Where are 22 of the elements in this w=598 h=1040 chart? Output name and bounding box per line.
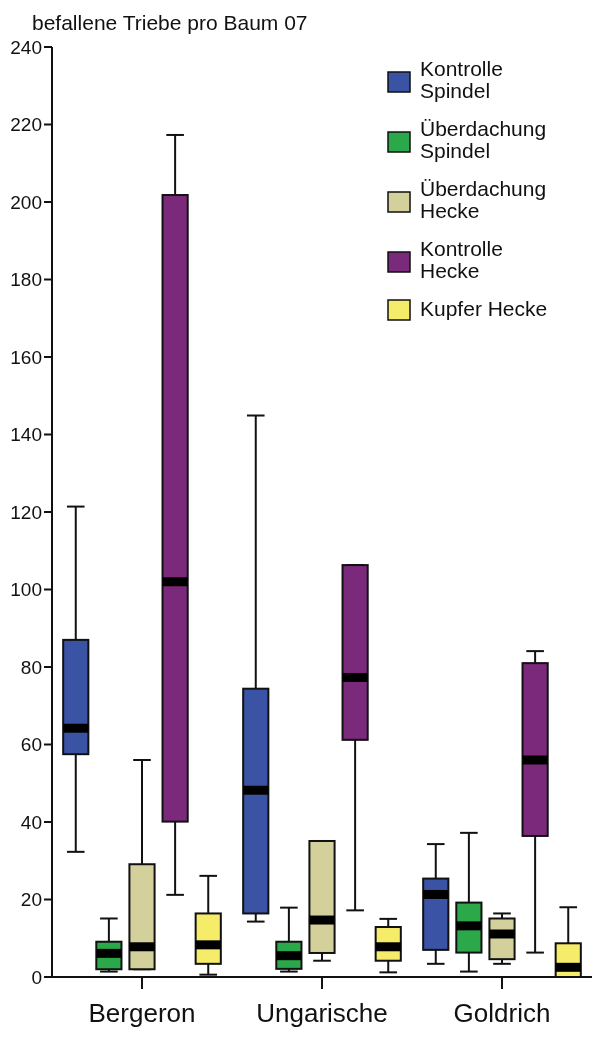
legend-label: Überdachung Spindel	[420, 117, 547, 162]
x-tick-label: Ungarische	[256, 998, 388, 1028]
y-tick-label: 80	[20, 656, 42, 678]
y-tick-label: 160	[10, 346, 42, 368]
y-tick-label: 60	[20, 734, 42, 756]
legend-label: Kupfer Hecke	[420, 297, 548, 320]
x-tick-label: Goldrich	[453, 998, 551, 1028]
y-tick-label: 140	[10, 424, 42, 446]
y-tick-label: 240	[10, 36, 42, 58]
y-tick-label: 180	[10, 269, 42, 291]
legend-label: Kontrolle Spindel	[420, 57, 503, 102]
legend-label: Kontrolle Hecke	[420, 237, 503, 282]
chart-title: befallene Triebe pro Baum 07	[32, 11, 308, 34]
y-tick-label: 200	[10, 191, 42, 213]
y-tick-label: 0	[31, 966, 42, 988]
y-tick-label: 220	[10, 114, 42, 136]
y-tick-label: 120	[10, 501, 42, 523]
y-tick-label: 100	[10, 579, 42, 601]
y-tick-label: 20	[20, 889, 42, 911]
legend-label: Überdachung Hecke	[420, 177, 547, 222]
x-tick-label: Bergeron	[88, 998, 196, 1028]
y-tick-label: 40	[20, 811, 42, 833]
